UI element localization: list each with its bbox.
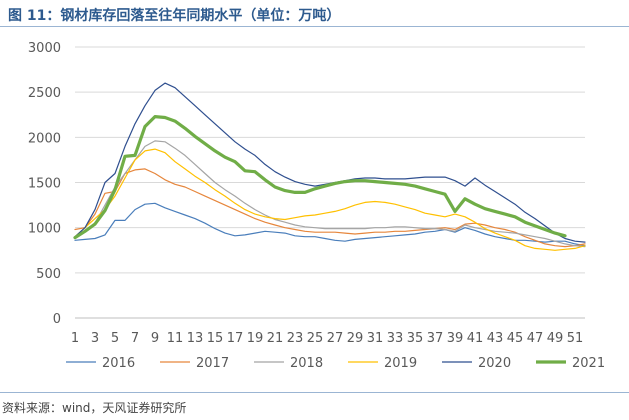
y-tick-label: 2500: [28, 86, 61, 101]
x-tick-label: 9: [151, 331, 159, 346]
source-note: 资料来源：wind，天风证券研究所: [2, 401, 187, 415]
x-tick-label: 33: [387, 331, 404, 346]
x-tick-label: 21: [267, 331, 284, 346]
series-line-2016: [74, 202, 586, 247]
x-tick-label: 23: [287, 331, 304, 346]
chart-title: 图 11：钢材库存回落至往年同期水平（单位：万吨）: [8, 8, 341, 24]
x-tick-label: 7: [131, 331, 139, 346]
legend-label-2020: 2020: [478, 356, 511, 371]
bottom-rule: [0, 392, 629, 393]
x-tick-label: 5: [111, 331, 119, 346]
y-tick-label: 2000: [28, 131, 61, 146]
legend: 2016 2017 2018 2019 2020 2021: [66, 356, 605, 371]
x-tick-label: 3: [91, 331, 99, 346]
x-tick-label: 35: [407, 331, 424, 346]
series-line-2018: [74, 140, 586, 248]
x-tick-label: 27: [327, 331, 344, 346]
gridlines: [75, 46, 585, 274]
x-tick-label: 43: [487, 331, 504, 346]
legend-label-2017: 2017: [196, 356, 229, 371]
x-tick-label: 25: [307, 331, 324, 346]
x-tick-label: 51: [567, 331, 584, 346]
x-tick-label: 17: [227, 331, 244, 346]
x-tick-label: 49: [547, 331, 564, 346]
x-tick-label: 31: [367, 331, 384, 346]
legend-label-2019: 2019: [384, 356, 417, 371]
x-tick-label: 41: [467, 331, 484, 346]
x-tick-label: 29: [347, 331, 364, 346]
x-tick-label: 19: [247, 331, 264, 346]
series-line-2020: [74, 82, 586, 243]
x-tick-label: 37: [427, 331, 444, 346]
x-tick-label: 45: [507, 331, 524, 346]
y-tick-label: 1000: [28, 222, 61, 237]
y-tick-label: 1500: [28, 177, 61, 192]
x-tick-label: 39: [447, 331, 464, 346]
series-lines: [73, 82, 586, 251]
x-tick-label: 1: [71, 331, 79, 346]
x-tick-label: 11: [167, 331, 184, 346]
y-tick-label: 500: [36, 267, 61, 282]
legend-label-2016: 2016: [102, 356, 135, 371]
x-tick-label: 13: [187, 331, 204, 346]
series-line-2021: [73, 114, 567, 240]
legend-label-2021: 2021: [572, 356, 605, 371]
x-tick-label: 15: [207, 331, 224, 346]
x-tick-label: 47: [527, 331, 544, 346]
series-line-2019: [74, 148, 586, 251]
y-tick-label: 3000: [28, 41, 61, 56]
series-line-2017: [74, 168, 586, 248]
y-tick-label: 0: [53, 312, 61, 327]
legend-label-2018: 2018: [290, 356, 323, 371]
top-rule: [0, 26, 629, 27]
